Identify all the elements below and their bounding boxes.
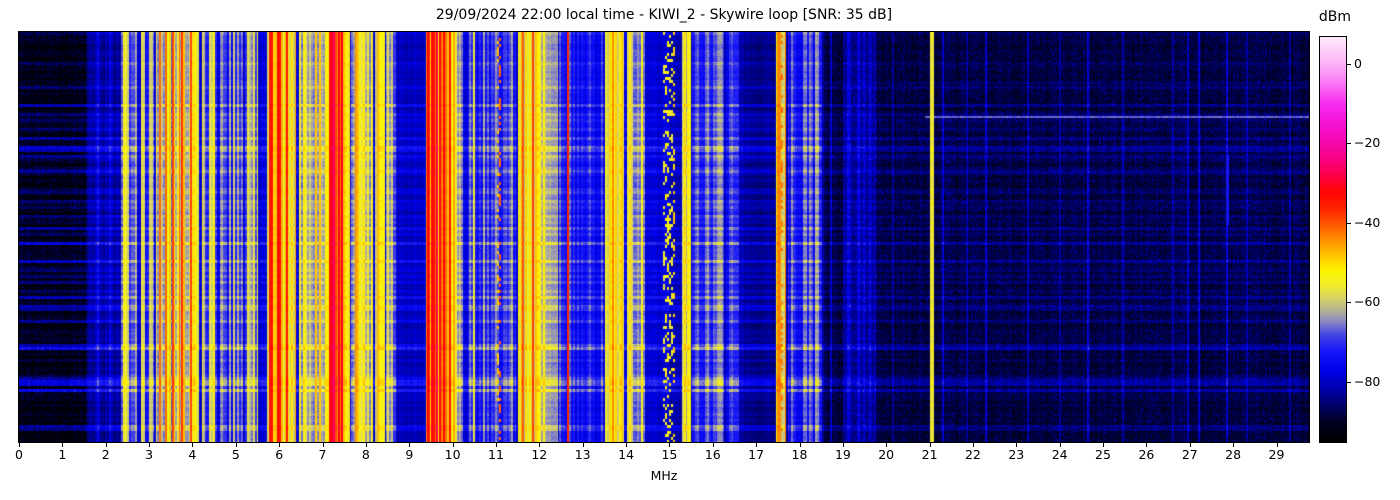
- x-tick-label: 8: [361, 447, 370, 462]
- colorbar-tick-label: −60: [1354, 294, 1381, 310]
- x-tick-label: 19: [834, 447, 851, 462]
- colorbar-tick-label: −80: [1354, 373, 1381, 389]
- x-tick-mark: [669, 443, 671, 447]
- colorbar-gradient-canvas: [1320, 37, 1346, 442]
- waterfall-plot: [18, 31, 1310, 443]
- x-tick-mark: [1146, 443, 1148, 447]
- figure-title: 29/09/2024 22:00 local time - KIWI_2 - S…: [435, 7, 893, 23]
- x-tick-label: 9: [405, 447, 414, 462]
- x-tick-mark: [279, 443, 281, 447]
- x-tick-label: 12: [531, 447, 548, 462]
- x-tick-label: 27: [1181, 447, 1198, 462]
- x-tick-mark: [1233, 443, 1235, 447]
- x-tick-mark: [929, 443, 931, 447]
- x-tick-mark: [1189, 443, 1191, 447]
- colorbar-tick-mark: [1347, 381, 1351, 383]
- x-tick-label: 24: [1051, 447, 1068, 462]
- x-tick-mark: [539, 443, 541, 447]
- colorbar-tick-mark: [1347, 64, 1351, 65]
- x-tick-mark: [1016, 443, 1018, 447]
- x-tick-mark: [365, 443, 367, 447]
- x-tick-label: 11: [488, 447, 504, 462]
- x-tick-label: 18: [791, 447, 808, 462]
- x-tick-mark: [842, 443, 844, 447]
- x-tick-label: 22: [964, 447, 981, 462]
- x-axis-label: MHz: [650, 468, 678, 483]
- x-tick-label: 5: [231, 447, 240, 462]
- x-tick-mark: [235, 443, 237, 447]
- colorbar-unit-label: dBm: [1318, 9, 1352, 25]
- x-tick-mark: [712, 443, 714, 447]
- x-tick-label: 21: [921, 447, 938, 462]
- x-tick-mark: [496, 443, 497, 447]
- x-tick-label: 15: [661, 447, 678, 462]
- x-tick-mark: [972, 443, 974, 447]
- colorbar-tick-label: −20: [1354, 135, 1381, 151]
- x-tick-mark: [799, 443, 801, 447]
- x-tick-mark: [626, 443, 628, 447]
- colorbar-tick-label: −40: [1354, 214, 1381, 230]
- x-tick-mark: [452, 443, 454, 447]
- x-tick-mark: [886, 443, 888, 447]
- x-tick-label: 26: [1138, 447, 1155, 462]
- x-tick-label: 16: [704, 447, 721, 462]
- x-tick-mark: [409, 443, 411, 447]
- x-tick-label: 13: [574, 447, 591, 462]
- colorbar-tick-label: 0: [1354, 56, 1362, 71]
- x-tick-label: 20: [878, 447, 895, 462]
- x-tick-label: 0: [15, 447, 23, 462]
- x-tick-label: 7: [318, 447, 327, 462]
- waterfall-heatmap-canvas: [19, 32, 1309, 442]
- x-tick-label: 17: [748, 447, 765, 462]
- x-tick-label: 25: [1095, 447, 1111, 462]
- x-tick-label: 2: [101, 447, 110, 462]
- colorbar-tick-mark: [1347, 302, 1351, 304]
- x-tick-mark: [19, 443, 20, 447]
- x-tick-label: 6: [275, 447, 284, 462]
- x-tick-label: 10: [444, 447, 461, 462]
- x-tick-label: 28: [1225, 447, 1242, 462]
- x-tick-mark: [105, 443, 107, 447]
- x-tick-mark: [62, 443, 64, 447]
- x-tick-label: 4: [188, 447, 197, 462]
- x-tick-mark: [1059, 443, 1061, 447]
- colorbar-tick-mark: [1347, 222, 1351, 224]
- x-tick-mark: [1276, 443, 1278, 447]
- x-tick-label: 23: [1008, 447, 1025, 462]
- x-tick-label: 1: [58, 447, 67, 462]
- x-tick-label: 14: [618, 447, 635, 462]
- x-tick-label: 3: [145, 447, 154, 462]
- x-tick-mark: [582, 443, 584, 447]
- colorbar: [1319, 36, 1347, 443]
- x-tick-mark: [149, 443, 151, 447]
- colorbar-tick-mark: [1347, 143, 1351, 145]
- x-tick-mark: [1103, 443, 1104, 447]
- x-tick-label: 29: [1268, 447, 1285, 462]
- x-tick-mark: [192, 443, 194, 447]
- x-tick-mark: [756, 443, 758, 447]
- x-tick-mark: [322, 443, 324, 447]
